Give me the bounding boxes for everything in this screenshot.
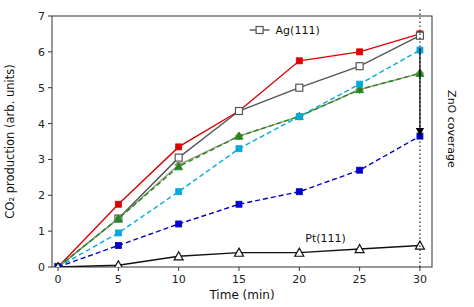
series-line <box>58 34 420 267</box>
y-axis-label: CO₂ production (arb. units) <box>3 64 17 218</box>
legend-marker <box>256 27 263 34</box>
point <box>176 144 182 150</box>
y-tick-label: 2 <box>38 189 45 202</box>
y-tick-label: 5 <box>38 82 45 95</box>
y-tick <box>48 267 52 268</box>
point <box>356 63 363 70</box>
annotation: Pt(111) <box>305 232 346 245</box>
point <box>235 132 243 139</box>
x-tick <box>359 267 360 271</box>
y-tick-label: 6 <box>38 46 45 59</box>
y-tick-label: 7 <box>38 10 45 23</box>
point <box>235 132 243 140</box>
x-tick-label: 0 <box>55 273 62 286</box>
point <box>296 113 302 119</box>
x-tick-label: 30 <box>413 273 427 286</box>
y-tick <box>48 87 52 88</box>
series-line <box>58 73 420 267</box>
point <box>114 261 123 267</box>
point <box>54 263 62 267</box>
chart: 0 5 10 15 20 25 30 0 1 2 3 4 5 6 7 Time (min) CO₂ produc… <box>0 0 474 307</box>
x-axis-label: Time (min) <box>208 288 274 302</box>
series <box>55 31 423 267</box>
point <box>295 112 303 120</box>
x-tick-label: 10 <box>172 273 186 286</box>
point <box>54 263 62 267</box>
point <box>296 189 302 195</box>
y-tick-label: 0 <box>38 261 45 274</box>
coverage-line <box>419 8 420 267</box>
x-tick <box>58 267 59 271</box>
x-tick-label: 15 <box>232 273 246 286</box>
x-tick <box>238 267 239 271</box>
point <box>176 221 182 227</box>
series <box>55 133 423 267</box>
series <box>55 32 424 267</box>
y-tick-label: 1 <box>38 225 45 238</box>
point <box>295 248 304 256</box>
legend: Ag(111) <box>250 24 320 37</box>
series-line <box>58 136 420 267</box>
point <box>176 189 182 195</box>
y-tick <box>48 51 52 52</box>
series-line <box>58 50 420 267</box>
y-tick <box>48 231 52 232</box>
point <box>357 81 363 87</box>
point <box>54 263 63 268</box>
series <box>54 241 425 267</box>
y-tick-label: 4 <box>38 118 45 131</box>
y-tick <box>48 159 52 160</box>
point <box>175 163 183 170</box>
annotation: ZnO coverage <box>445 90 458 168</box>
point <box>234 248 243 256</box>
series-line <box>58 73 420 267</box>
data-area <box>54 31 425 267</box>
point <box>235 108 242 115</box>
series <box>55 47 423 267</box>
point <box>357 49 363 55</box>
point <box>236 146 242 152</box>
point <box>355 245 364 253</box>
point <box>115 230 121 236</box>
point <box>115 201 121 207</box>
point <box>296 84 303 91</box>
y-tick-label: 3 <box>38 153 45 166</box>
point <box>55 264 62 268</box>
y-tick <box>48 16 52 17</box>
point <box>295 112 303 119</box>
coverage-arrow <box>419 48 420 136</box>
x-tick <box>178 267 179 271</box>
point <box>175 154 182 161</box>
point <box>236 108 242 114</box>
y-tick <box>48 195 52 196</box>
point <box>115 242 121 248</box>
series-line <box>58 36 420 267</box>
point <box>236 201 242 207</box>
x-tick-label: 20 <box>292 273 306 286</box>
x-tick <box>419 267 420 271</box>
point <box>114 215 122 222</box>
plot-frame <box>52 16 432 267</box>
series-line <box>58 245 420 267</box>
point <box>296 58 302 64</box>
x-tick <box>299 267 300 271</box>
legend-label: Ag(111) <box>276 24 320 37</box>
x-tick-label: 25 <box>353 273 367 286</box>
point <box>357 167 363 173</box>
point <box>174 252 183 260</box>
x-tick <box>118 267 119 271</box>
y-tick <box>48 123 52 124</box>
x-tick-label: 5 <box>115 273 122 286</box>
